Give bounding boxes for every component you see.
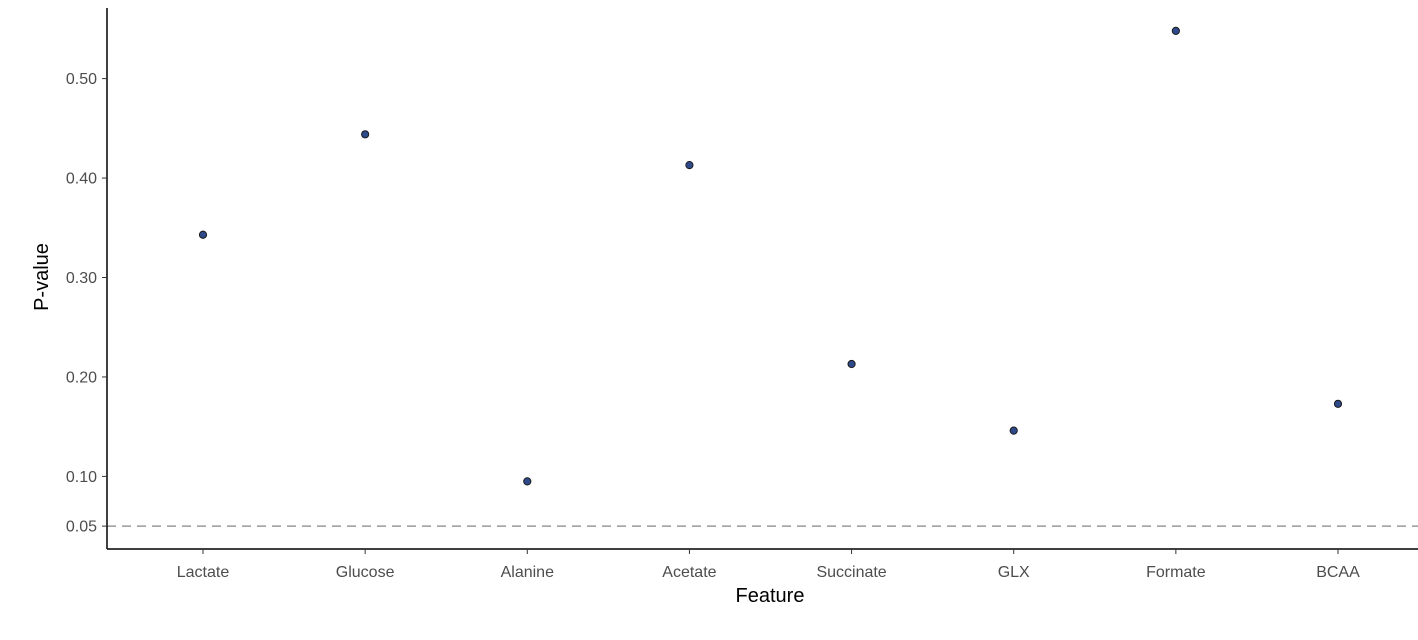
data-point	[685, 161, 694, 170]
y-tick-label: 0.05	[66, 519, 97, 536]
y-tick-label: 0.30	[66, 270, 97, 287]
x-tick-label: BCAA	[1316, 564, 1360, 581]
x-tick-label: Alanine	[501, 564, 554, 581]
x-tick-label: Formate	[1146, 564, 1206, 581]
y-tick-label: 0.50	[66, 71, 97, 88]
data-point	[361, 130, 370, 139]
x-tick-label: GLX	[998, 564, 1030, 581]
x-tick-label: Lactate	[177, 564, 230, 581]
data-point	[1009, 426, 1018, 435]
data-point	[1333, 399, 1343, 408]
y-tick-label: 0.10	[66, 469, 97, 486]
y-tick-label: 0.20	[66, 369, 97, 386]
x-tick-label: Succinate	[816, 564, 886, 581]
x-axis-title: Feature	[736, 585, 805, 607]
x-tick-label: Glucose	[336, 564, 395, 581]
data-point	[198, 230, 208, 239]
data-point	[1171, 26, 1180, 35]
data-point	[523, 477, 532, 486]
data-point	[847, 359, 856, 369]
y-tick-label: 0.40	[66, 171, 97, 188]
x-tick-label: Acetate	[662, 564, 716, 581]
y-axis-title: P-value	[31, 243, 53, 311]
